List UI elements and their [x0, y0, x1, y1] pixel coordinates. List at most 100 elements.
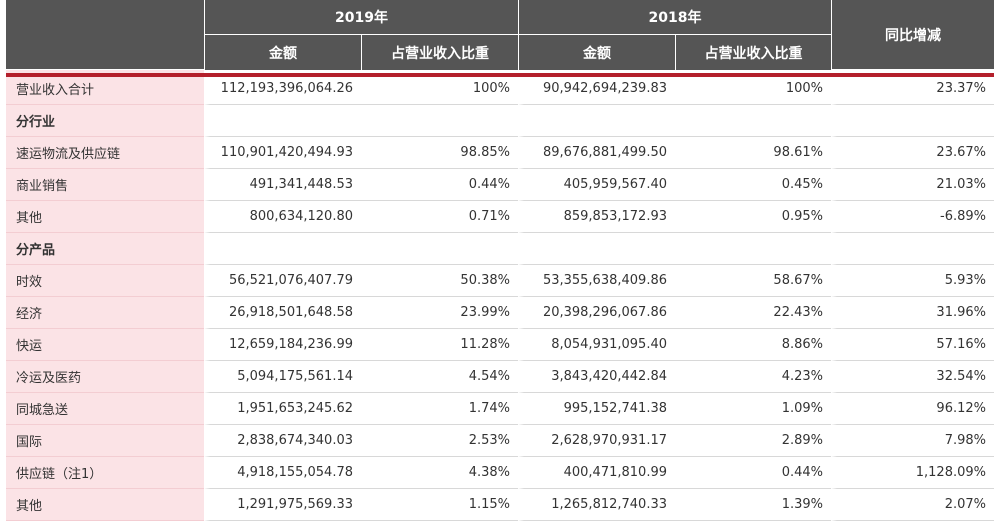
- row-label: 分产品: [6, 233, 204, 265]
- cell-ratio-2018: 0.44%: [675, 457, 831, 489]
- row-label: 速运物流及供应链: [6, 137, 204, 169]
- cell-ratio-2018: 2.89%: [675, 425, 831, 457]
- cell-amount-2018: 8,054,931,095.40: [518, 329, 675, 361]
- cell-amount-2018: 405,959,567.40: [518, 169, 675, 201]
- cell-ratio-2018: 8.86%: [675, 329, 831, 361]
- cell-yoy: 21.03%: [831, 169, 994, 201]
- table-row: 其他 800,634,120.80 0.71% 859,853,172.93 0.95%…: [6, 201, 994, 233]
- row-label: 冷运及医药: [6, 361, 204, 393]
- revenue-table: 2019年 2018年 同比增减 金额 占营业收入比重 金额 占营业收入比重 营…: [6, 0, 994, 521]
- cell-yoy: 96.12%: [831, 393, 994, 425]
- cell-ratio-2018: 58.67%: [675, 265, 831, 297]
- cell-amount-2018: 1,265,812,740.33: [518, 489, 675, 521]
- cell-amount-2018: 3,843,420,442.84: [518, 361, 675, 393]
- cell-ratio-2018: 98.61%: [675, 137, 831, 169]
- table-row: 同城急送 1,951,653,245.62 1.74% 995,152,741.38 1…: [6, 393, 994, 425]
- cell-ratio-2018: 0.95%: [675, 201, 831, 233]
- row-label: 商业销售: [6, 169, 204, 201]
- cell-yoy: -6.89%: [831, 201, 994, 233]
- cell-amount-2018: [518, 233, 675, 265]
- cell-ratio-2019: 98.85%: [361, 137, 518, 169]
- cell-ratio-2019: 2.53%: [361, 425, 518, 457]
- cell-ratio-2018: 1.39%: [675, 489, 831, 521]
- cell-amount-2019: [204, 105, 361, 137]
- cell-amount-2018: 859,853,172.93: [518, 201, 675, 233]
- table-row: 其他 1,291,975,569.33 1.15% 1,265,812,740.33 1…: [6, 489, 994, 521]
- table-row: 国际 2,838,674,340.03 2.53% 2,628,970,931.17 2…: [6, 425, 994, 457]
- cell-ratio-2019: 23.99%: [361, 297, 518, 329]
- header-yoy: 同比增减: [831, 0, 994, 70]
- cell-ratio-2019: 4.38%: [361, 457, 518, 489]
- row-label: 其他: [6, 201, 204, 233]
- cell-yoy: 2.07%: [831, 489, 994, 521]
- cell-amount-2019: 800,634,120.80: [204, 201, 361, 233]
- cell-ratio-2018: 22.43%: [675, 297, 831, 329]
- cell-ratio-2019: 1.74%: [361, 393, 518, 425]
- cell-yoy: 31.96%: [831, 297, 994, 329]
- cell-amount-2018: 995,152,741.38: [518, 393, 675, 425]
- cell-ratio-2018: 1.09%: [675, 393, 831, 425]
- cell-amount-2018: 400,471,810.99: [518, 457, 675, 489]
- table-body: 营业收入合计 112,193,396,064.26 100% 90,942,694,2…: [6, 70, 994, 521]
- cell-ratio-2019: 11.28%: [361, 329, 518, 361]
- cell-yoy: 7.98%: [831, 425, 994, 457]
- cell-ratio-2018: 4.23%: [675, 361, 831, 393]
- cell-yoy: 32.54%: [831, 361, 994, 393]
- row-label: 其他: [6, 489, 204, 521]
- row-label: 分行业: [6, 105, 204, 137]
- section-row: 分产品: [6, 233, 994, 265]
- cell-amount-2019: 26,918,501,648.58: [204, 297, 361, 329]
- table-row: 供应链（注1） 4,918,155,054.78 4.38% 400,471,810.…: [6, 457, 994, 489]
- table-row: 商业销售 491,341,448.53 0.44% 405,959,567.40 0.4…: [6, 169, 994, 201]
- cell-amount-2019: 2,838,674,340.03: [204, 425, 361, 457]
- cell-yoy: 23.67%: [831, 137, 994, 169]
- header-blank: [6, 0, 204, 70]
- cell-amount-2018: 20,398,296,067.86: [518, 297, 675, 329]
- header-divider-line: [6, 73, 994, 77]
- cell-amount-2019: 4,918,155,054.78: [204, 457, 361, 489]
- cell-ratio-2019: [361, 105, 518, 137]
- table-row: 经济 26,918,501,648.58 23.99% 20,398,296,067.…: [6, 297, 994, 329]
- row-label: 经济: [6, 297, 204, 329]
- cell-ratio-2018: 0.45%: [675, 169, 831, 201]
- cell-yoy: 57.16%: [831, 329, 994, 361]
- header-year-2018: 2018年: [518, 0, 831, 35]
- cell-ratio-2018: [675, 233, 831, 265]
- row-label: 同城急送: [6, 393, 204, 425]
- cell-amount-2018: 2,628,970,931.17: [518, 425, 675, 457]
- cell-ratio-2019: 1.15%: [361, 489, 518, 521]
- cell-ratio-2019: [361, 233, 518, 265]
- cell-yoy: 1,128.09%: [831, 457, 994, 489]
- cell-ratio-2018: [675, 105, 831, 137]
- cell-amount-2018: 53,355,638,409.86: [518, 265, 675, 297]
- section-row: 分行业: [6, 105, 994, 137]
- header-ratio-2018: 占营业收入比重: [675, 35, 831, 70]
- cell-amount-2019: [204, 233, 361, 265]
- cell-ratio-2019: 0.44%: [361, 169, 518, 201]
- header-amount-2019: 金额: [204, 35, 361, 70]
- row-label: 快运: [6, 329, 204, 361]
- cell-amount-2019: 12,659,184,236.99: [204, 329, 361, 361]
- cell-amount-2019: 110,901,420,494.93: [204, 137, 361, 169]
- cell-amount-2019: 56,521,076,407.79: [204, 265, 361, 297]
- row-label: 供应链（注1）: [6, 457, 204, 489]
- cell-yoy: [831, 233, 994, 265]
- row-label: 时效: [6, 265, 204, 297]
- cell-ratio-2019: 0.71%: [361, 201, 518, 233]
- header-year-2019: 2019年: [204, 0, 518, 35]
- table-row: 速运物流及供应链 110,901,420,494.93 98.85% 89,676,8…: [6, 137, 994, 169]
- table-row: 冷运及医药 5,094,175,561.14 4.54% 3,843,420,442.…: [6, 361, 994, 393]
- cell-amount-2019: 491,341,448.53: [204, 169, 361, 201]
- row-label: 国际: [6, 425, 204, 457]
- cell-ratio-2019: 4.54%: [361, 361, 518, 393]
- cell-amount-2018: [518, 105, 675, 137]
- header-ratio-2019: 占营业收入比重: [361, 35, 518, 70]
- cell-ratio-2019: 50.38%: [361, 265, 518, 297]
- cell-amount-2018: 89,676,881,499.50: [518, 137, 675, 169]
- cell-yoy: 5.93%: [831, 265, 994, 297]
- header-amount-2018: 金额: [518, 35, 675, 70]
- table-header: 2019年 2018年 同比增减 金额 占营业收入比重 金额 占营业收入比重: [6, 0, 994, 70]
- cell-amount-2019: 1,951,653,245.62: [204, 393, 361, 425]
- cell-yoy: [831, 105, 994, 137]
